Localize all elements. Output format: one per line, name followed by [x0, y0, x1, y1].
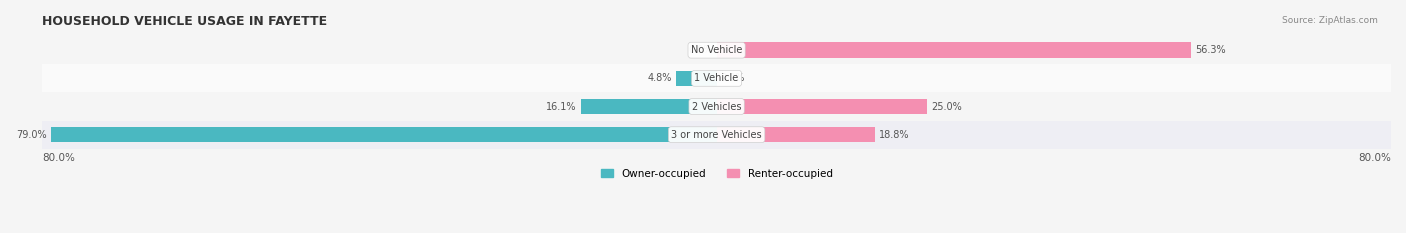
Bar — [42, 93, 1391, 121]
Bar — [51, 127, 717, 142]
Text: HOUSEHOLD VEHICLE USAGE IN FAYETTE: HOUSEHOLD VEHICLE USAGE IN FAYETTE — [42, 15, 328, 28]
Bar — [42, 36, 1391, 64]
Bar — [717, 42, 1191, 58]
Text: 16.1%: 16.1% — [546, 102, 576, 112]
Bar — [42, 121, 1391, 149]
Text: Source: ZipAtlas.com: Source: ZipAtlas.com — [1282, 16, 1378, 25]
Text: 3 or more Vehicles: 3 or more Vehicles — [671, 130, 762, 140]
Text: 4.8%: 4.8% — [648, 73, 672, 83]
Legend: Owner-occupied, Renter-occupied: Owner-occupied, Renter-occupied — [596, 165, 837, 183]
Text: 80.0%: 80.0% — [1358, 153, 1391, 163]
Text: No Vehicle: No Vehicle — [690, 45, 742, 55]
Bar — [581, 99, 717, 114]
Text: 18.8%: 18.8% — [879, 130, 910, 140]
Text: 56.3%: 56.3% — [1195, 45, 1226, 55]
Text: 1 Vehicle: 1 Vehicle — [695, 73, 738, 83]
Bar — [717, 127, 875, 142]
Text: 0.0%: 0.0% — [721, 73, 745, 83]
Text: 0.0%: 0.0% — [688, 45, 713, 55]
Bar — [676, 71, 717, 86]
Text: 2 Vehicles: 2 Vehicles — [692, 102, 741, 112]
Bar — [42, 64, 1391, 93]
Bar — [717, 99, 928, 114]
Text: 25.0%: 25.0% — [932, 102, 962, 112]
Text: 80.0%: 80.0% — [42, 153, 75, 163]
Text: 79.0%: 79.0% — [15, 130, 46, 140]
